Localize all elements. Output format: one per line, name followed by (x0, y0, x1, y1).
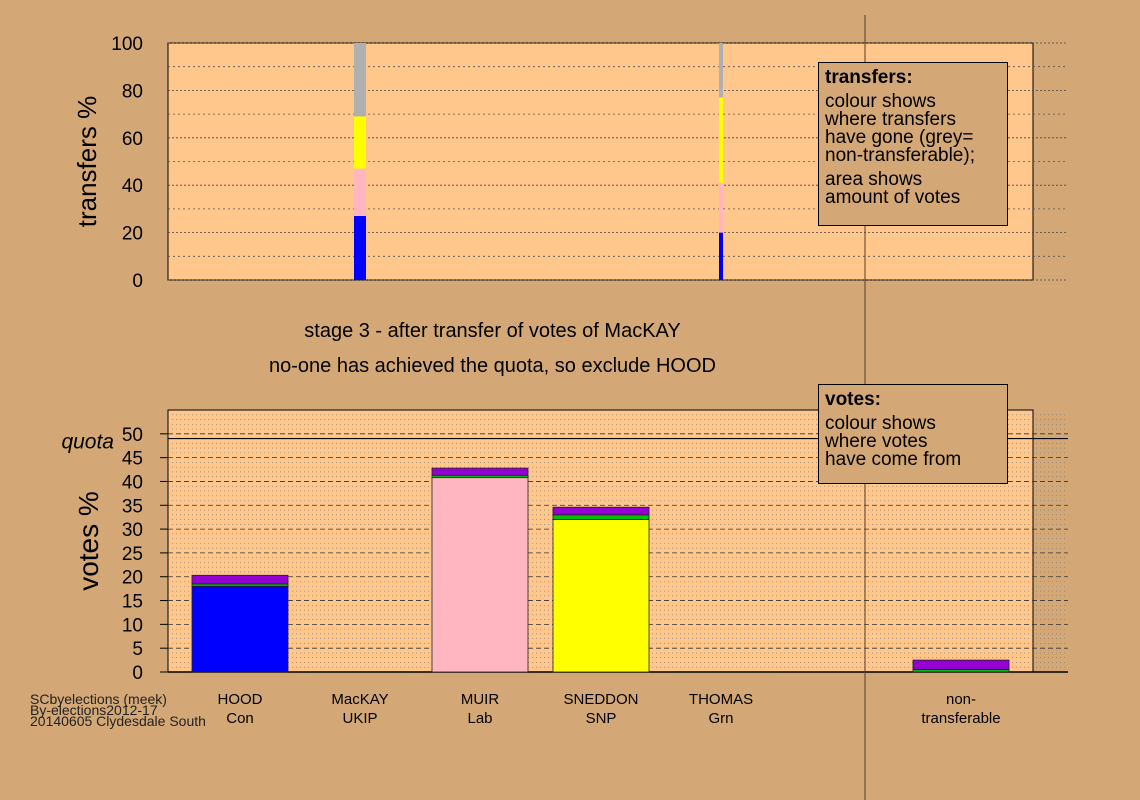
transfer-segment (354, 116, 366, 169)
vote-bar-segment (552, 506, 650, 516)
transfer-segment (719, 232, 723, 280)
candidate-name-label: SNEDDON (563, 691, 638, 708)
candidate-name-label: HOOD (218, 691, 263, 708)
candidate-party-label: Lab (467, 710, 492, 727)
transfer-segment (354, 216, 366, 280)
votes-legend-line: colour shows (825, 413, 936, 434)
stage-title: stage 3 - after transfer of votes of Mac… (304, 320, 681, 342)
transfers-tick-label: 100 (111, 34, 143, 55)
transfer-segment (354, 43, 366, 117)
votes-tick-label: 45 (122, 449, 143, 470)
candidate-party-label: Con (226, 710, 254, 727)
transfers-tick-label: 0 (132, 271, 143, 292)
candidate-name-label: THOMAS (689, 691, 753, 708)
footer-line: 20140605 Clydesdale South (30, 713, 206, 729)
transfers-legend-line: area shows (825, 169, 923, 190)
votes-tick-label: 30 (122, 520, 143, 541)
votes-legend: votes: colour shows where votes have com… (818, 384, 1008, 484)
candidate-name-label: non- (946, 691, 976, 708)
transfer-segment (719, 43, 723, 98)
votes-axis-label: votes % (73, 491, 104, 591)
transfers-axis-label: transfers % (72, 96, 102, 228)
candidate-party-label: transferable (921, 710, 1000, 727)
vote-bar-segment (431, 467, 529, 476)
transfers-legend-line: where transfers (825, 109, 956, 130)
transfers-tick-label: 20 (122, 224, 143, 245)
stage-subtitle: no-one has achieved the quota, so exclud… (269, 355, 716, 377)
transfers-tick-label: 40 (122, 176, 143, 197)
vote-bar-segment (912, 659, 1010, 671)
candidate-name-label: MUIR (461, 691, 499, 708)
quota-label: quota (61, 431, 114, 454)
votes-tick-label: 25 (122, 544, 143, 565)
transfers-tick-label: 80 (122, 81, 143, 102)
votes-legend-title: votes: (825, 389, 881, 410)
vote-bar-segment (552, 514, 650, 520)
votes-tick-label: 10 (122, 615, 143, 636)
transfers-legend-line: amount of votes (825, 187, 961, 208)
transfer-segment (354, 168, 366, 217)
transfers-legend-line: have gone (grey= (825, 127, 974, 148)
transfers-legend-line: colour shows (825, 91, 936, 112)
footer-line: SCbyelections (meek) (30, 691, 167, 707)
vote-bar-segment (431, 477, 529, 673)
vote-bar-segment (552, 519, 650, 673)
votes-legend-line: where votes (825, 431, 928, 452)
votes-tick-label: 5 (132, 639, 143, 660)
transfers-legend-title: transfers: (825, 67, 913, 88)
votes-tick-label: 20 (122, 568, 143, 589)
transfers-tick-label: 60 (122, 129, 143, 150)
votes-tick-label: 40 (122, 472, 143, 493)
candidate-party-label: SNP (586, 710, 617, 727)
candidate-party-label: Grn (708, 710, 733, 727)
candidate-party-label: UKIP (342, 710, 377, 727)
votes-tick-label: 15 (122, 592, 143, 613)
vote-bar-segment (191, 585, 289, 673)
transfers-legend: transfers: colour shows where transfers … (818, 62, 1008, 226)
transfer-segment (719, 97, 723, 183)
votes-tick-label: 0 (132, 663, 143, 684)
transfers-legend-line: non-transferable); (825, 145, 975, 166)
votes-tick-label: 50 (122, 425, 143, 446)
votes-tick-label: 35 (122, 496, 143, 517)
votes-legend-line: have come from (825, 449, 962, 470)
vote-bar-segment (191, 574, 289, 585)
footer-credit: SCbyelections (meek) By-elections2012-17… (30, 691, 206, 729)
candidate-name-label: MacKAY (331, 691, 388, 708)
transfer-segment (719, 182, 723, 233)
footer-line: By-elections2012-17 (30, 702, 158, 718)
